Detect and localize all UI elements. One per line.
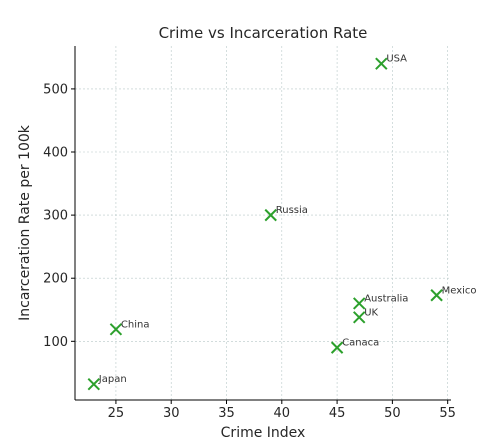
point-label: Japan (98, 374, 127, 385)
point-label: Mexico (442, 285, 477, 296)
x-tick-label: 45 (329, 406, 346, 421)
point-label: USA (386, 54, 407, 65)
y-tick-label: 500 (43, 82, 68, 97)
x-tick-label: 55 (439, 406, 456, 421)
x-tick-label: 30 (163, 406, 180, 421)
x-marker-stroke (264, 208, 277, 222)
x-tick-label: 50 (384, 406, 401, 421)
data-point: Australia (353, 293, 408, 310)
grid-lines (75, 46, 451, 400)
data-point: Mexico (430, 285, 477, 302)
point-label: China (121, 319, 150, 330)
data-point: USA (375, 54, 407, 70)
point-label: Canaca (342, 338, 379, 349)
axes (74, 46, 451, 401)
x-marker-stroke (430, 289, 443, 302)
data-point: Japan (87, 374, 127, 391)
point-label: Russia (276, 205, 308, 216)
data-point: Russia (264, 205, 308, 222)
ticks: 25 30 35 40 45 50 55 100 200 300 400 500 (43, 82, 456, 421)
x-marker-stroke (109, 323, 123, 336)
x-marker-stroke (87, 378, 101, 391)
point-label: Australia (364, 293, 408, 304)
y-tick-label: 200 (43, 272, 68, 287)
y-tick-label: 400 (43, 146, 68, 161)
x-marker-stroke (353, 297, 366, 310)
data-point: UK (353, 307, 379, 324)
data-point: China (109, 319, 150, 336)
data-points: USA Russia Mexico Australia UK China Canaca Jap… (87, 54, 477, 391)
y-tick-label: 100 (43, 335, 68, 350)
data-point: Canaca (330, 338, 379, 354)
x-tick-label: 35 (218, 406, 235, 421)
y-axis-label: Incarceration Rate per 100k (17, 124, 33, 321)
y-tick-label: 300 (43, 209, 68, 224)
x-marker-stroke (330, 341, 344, 354)
x-tick-label: 40 (274, 406, 291, 421)
x-axis-label: Crime Index (221, 425, 306, 441)
x-marker-stroke (353, 311, 366, 324)
x-tick-label: 25 (108, 406, 125, 421)
x-marker-stroke (375, 57, 388, 70)
chart-title: Crime vs Incarceration Rate (159, 24, 368, 42)
point-label: UK (364, 307, 378, 318)
